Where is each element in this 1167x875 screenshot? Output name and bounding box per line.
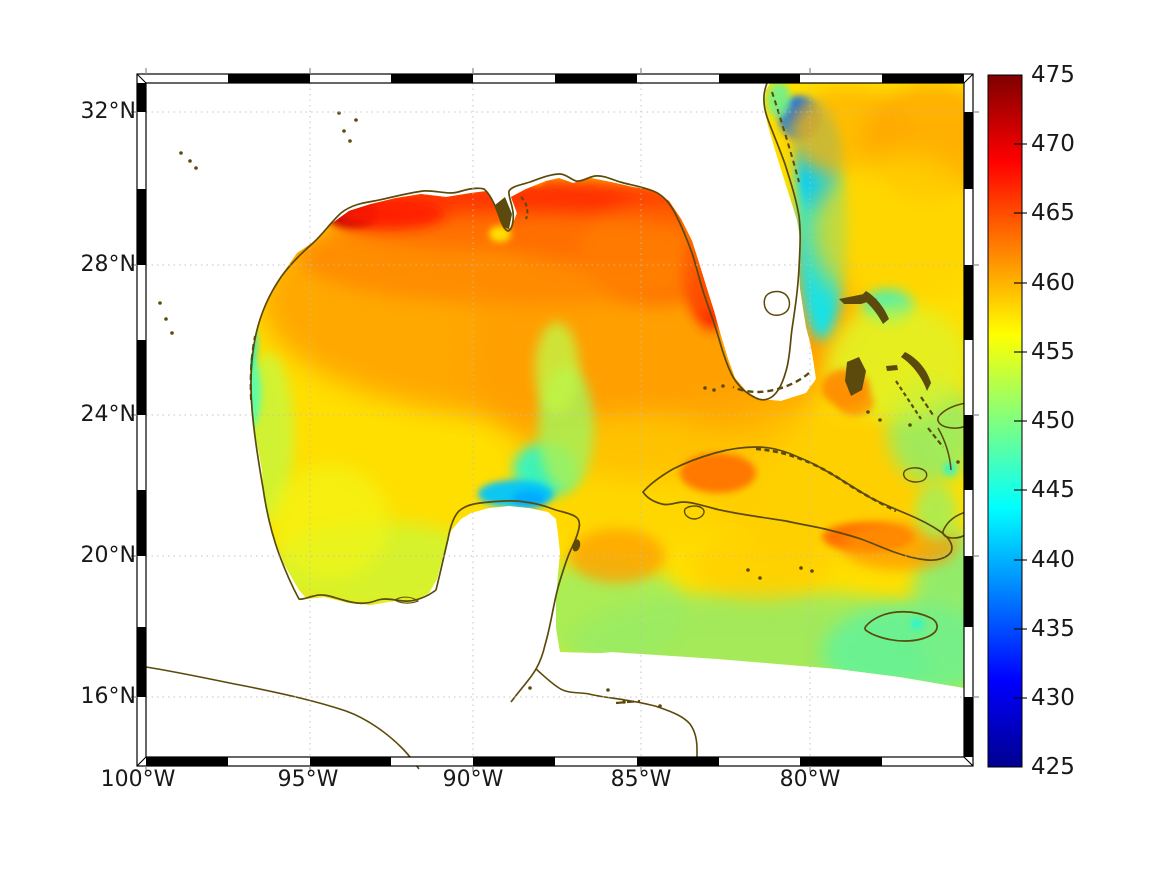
colorbar-label-470: 470 [1031, 131, 1075, 157]
islet-dot [866, 410, 870, 414]
feature-atlantic-yellow [810, 154, 964, 310]
colorbar-label-450: 450 [1031, 408, 1075, 434]
cozumel [572, 539, 581, 552]
graticule-layer [146, 83, 964, 757]
islet-dot [606, 688, 610, 692]
coastline-layer [145, 76, 967, 770]
islet-dot [658, 704, 662, 708]
feature-green-tongue-upper [535, 322, 579, 414]
jamaica-outline [864, 610, 938, 642]
chandeleur-islands [520, 196, 529, 220]
feature-south-margin-yellow [270, 464, 390, 580]
colorbar-label-440: 440 [1031, 547, 1075, 573]
isla-juventud [683, 505, 705, 520]
colorbar-label-425: 425 [1031, 754, 1075, 780]
colorbar-label-435: 435 [1031, 616, 1075, 642]
cuba-outline [641, 446, 953, 562]
islet-dot [170, 331, 174, 335]
feature-straits-yellow-orange [700, 407, 940, 557]
islet-dot [721, 384, 725, 388]
feature-haiti-cyan-dot [944, 463, 956, 475]
islet-dot [703, 386, 707, 390]
feature-west-coast-teal-streak [250, 356, 261, 428]
colorbar-label-475: 475 [1031, 62, 1075, 88]
abaco [860, 291, 889, 324]
islet-dot [712, 388, 716, 392]
feature-jamaica-cyan-dot [911, 619, 923, 629]
colorbar-label-465: 465 [1031, 200, 1075, 226]
islet-dot [194, 166, 198, 170]
islet-dot [348, 139, 352, 143]
islet-dot [956, 460, 960, 464]
lon-tick-label-85w: 85°W [610, 767, 672, 792]
eleuthera [901, 352, 931, 391]
heatmap-field [250, 83, 964, 688]
lat-tick-label-20n: 20°N [80, 543, 136, 568]
lat-tick-label-32n: 32°N [80, 99, 136, 124]
mississippi-delta [495, 197, 512, 229]
islet-dot [188, 159, 192, 163]
lake-okeechobee [763, 290, 791, 316]
haiti-north-coast [937, 402, 967, 429]
great-inagua [902, 467, 928, 483]
honduras-coast [535, 668, 698, 758]
long-island-bahamas [927, 427, 944, 448]
feature-yucatan-cyan-core [512, 491, 546, 507]
georgia-barrier-islands [771, 91, 800, 183]
islet-dot [528, 686, 532, 690]
yucatan-coast [435, 500, 581, 703]
islet-dot [179, 151, 183, 155]
islet-dot [908, 423, 912, 427]
laguna-terminos [394, 596, 420, 604]
feature-red-west-extension [335, 199, 445, 229]
lat-tick-label-28n: 28°N [80, 252, 136, 277]
islet-dot [342, 129, 346, 133]
islet-dot [810, 569, 814, 573]
islet-dot [622, 700, 626, 704]
islet-dot [746, 568, 750, 572]
pacific-coast [145, 666, 420, 770]
colorbar-label-460: 460 [1031, 270, 1075, 296]
cat-island [920, 396, 934, 416]
feature-se-corner-green [822, 604, 964, 688]
feature-yucatan-channel-orange [569, 529, 665, 583]
roatan [615, 699, 641, 705]
new-providence [886, 365, 898, 371]
exuma-chain [895, 380, 922, 420]
lon-tick-label-95w: 95°W [277, 767, 339, 792]
outer-ticks [131, 68, 979, 772]
islet-dot [878, 418, 882, 422]
lat-tick-label-16n: 16°N [80, 684, 136, 709]
lat-tick-label-24n: 24°N [80, 402, 136, 427]
feature-andros-orange-2 [836, 388, 874, 416]
feature-georgia-coast-green [767, 83, 791, 118]
feature-east-mid-green [912, 529, 964, 679]
islet-dot [758, 576, 762, 580]
feature-caribbean-yo [694, 534, 830, 600]
colorbar [987, 74, 1027, 768]
colorbar-label-430: 430 [1031, 685, 1075, 711]
islet-dot [354, 118, 358, 122]
islet-dot [799, 566, 803, 570]
lon-tick-label-90w: 90°W [442, 767, 504, 792]
lon-tick-label-80w: 80°W [779, 767, 841, 792]
feature-windward-green [915, 485, 957, 539]
lon-tick-label-100w: 100°W [100, 767, 176, 792]
florida-keys [732, 372, 810, 394]
feature-west-cuba-orange [680, 453, 756, 493]
cuba-north-cays [755, 447, 897, 513]
map-frame [136, 73, 974, 767]
texas-barrier-islands [249, 335, 256, 401]
feature-mid-orange-band [300, 212, 740, 304]
islet-dot [158, 301, 162, 305]
colorbar-label-445: 445 [1031, 477, 1075, 503]
andros [845, 357, 866, 396]
acklins-arc [937, 427, 952, 471]
colorbar-label-455: 455 [1031, 339, 1075, 365]
haiti-south-coast [942, 511, 967, 539]
islet-dot [164, 317, 168, 321]
